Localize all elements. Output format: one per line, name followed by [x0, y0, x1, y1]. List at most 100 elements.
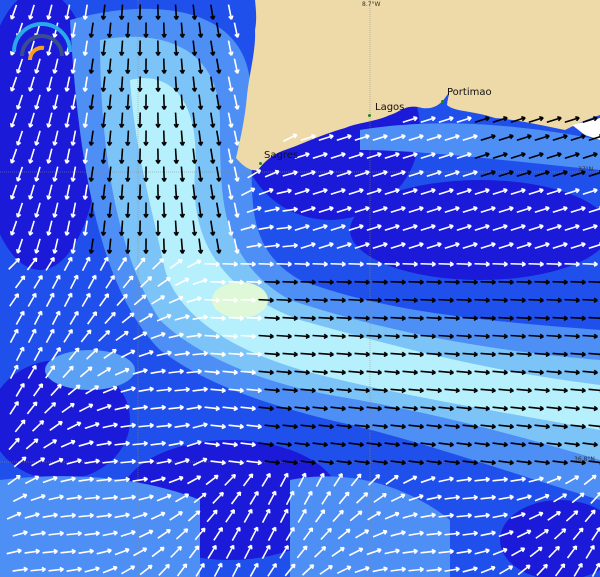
wave-arrow — [348, 298, 364, 302]
wave-arrow-head — [70, 249, 76, 254]
wave-arrow — [71, 22, 77, 38]
wave-arrow — [267, 490, 277, 506]
wave-arrow-head — [19, 346, 25, 352]
wave-arrow — [60, 477, 76, 483]
wave-arrow-head — [209, 123, 216, 128]
wave-arrow — [240, 334, 256, 338]
wave-arrow — [528, 225, 544, 231]
wave-arrow — [10, 184, 18, 200]
wave-arrow-head — [557, 224, 562, 230]
wave-arrow — [84, 496, 100, 500]
wave-arrow-head — [321, 546, 327, 551]
wave-arrow-head — [13, 364, 19, 370]
wave-arrow-head — [347, 170, 352, 176]
wave-arrow — [390, 171, 406, 177]
wave-arrow-head — [265, 544, 271, 550]
wave-arrow-head — [485, 405, 490, 412]
wave-arrow — [318, 171, 334, 177]
wave-arrow-head — [341, 369, 346, 376]
wave-arrow — [42, 513, 58, 519]
wave-arrow-head — [221, 279, 226, 285]
wave-arrow — [84, 4, 88, 20]
wave-arrow-head — [509, 387, 514, 394]
wave-arrow — [588, 207, 600, 213]
wave-arrow — [355, 529, 369, 539]
wave-arrow-head — [236, 491, 242, 497]
wave-arrow — [108, 130, 112, 146]
wave-arrow — [48, 532, 64, 536]
wave-arrow-head — [234, 177, 240, 182]
wave-arrow-head — [269, 224, 274, 230]
wave-arrow — [294, 370, 310, 374]
wave-arrow — [336, 171, 352, 177]
wave-arrow-head — [359, 297, 364, 303]
wave-arrow — [516, 495, 532, 501]
wave-arrow-head — [215, 441, 220, 448]
wave-arrow — [516, 171, 532, 177]
wave-arrow — [402, 442, 418, 446]
wave-arrow-head — [556, 511, 561, 516]
wave-arrow — [588, 424, 600, 428]
wave-arrow — [384, 298, 400, 302]
wave-arrow-head — [359, 369, 364, 376]
wave-arrow-head — [203, 314, 208, 320]
wave-arrow — [564, 442, 580, 446]
wave-arrow-head — [449, 188, 454, 194]
wave-arrow-head — [161, 368, 166, 374]
wave-arrow-head — [77, 530, 82, 537]
wave-arrow — [78, 478, 94, 482]
place-label-lagos[interactable]: Lagos — [375, 102, 405, 113]
wave-arrow-head — [58, 457, 64, 463]
wave-arrow-head — [473, 242, 478, 248]
wave-arrow — [402, 298, 418, 302]
wave-arrow-head — [377, 224, 382, 230]
wave-arrow — [444, 532, 460, 536]
wave-arrow — [480, 531, 496, 537]
wave-arrow-head — [539, 152, 544, 158]
wave-arrow-head — [14, 437, 20, 443]
wave-arrow-head — [365, 242, 370, 248]
wave-arrow-head — [148, 529, 154, 535]
place-label-sagres[interactable]: Sagres — [264, 150, 299, 161]
wave-arrow-head — [311, 351, 316, 358]
wave-arrow — [65, 4, 71, 20]
wave-arrow-head — [20, 275, 26, 281]
wave-arrow-head — [347, 387, 352, 394]
lagos-marker — [368, 114, 371, 117]
wave-arrow-head — [491, 387, 496, 394]
wave-arrow-head — [233, 297, 238, 303]
wave-arrow — [384, 549, 400, 555]
wave-arrow — [492, 153, 508, 159]
wave-arrow — [84, 148, 88, 164]
wave-arrow-head — [275, 423, 280, 430]
wave-arrow — [372, 316, 388, 320]
wave-arrow — [174, 277, 190, 287]
wave-arrow — [168, 476, 184, 484]
wave-arrow — [462, 460, 478, 464]
wave-arrow — [498, 388, 514, 392]
wave-arrow — [192, 278, 208, 286]
wave-arrow — [65, 76, 71, 92]
wave-arrow-head — [67, 256, 73, 262]
wave-arrow — [102, 423, 118, 429]
wave-arrow — [67, 384, 81, 396]
wave-arrow-head — [178, 295, 184, 301]
wave-arrow-head — [419, 315, 424, 322]
wave-arrow-head — [166, 529, 171, 534]
wave-arrow-head — [191, 51, 198, 56]
place-label-portimao[interactable]: Portimao — [447, 87, 492, 98]
wave-arrow-head — [377, 188, 382, 194]
wave-arrow-head — [41, 530, 46, 536]
wave-arrow-head — [473, 206, 478, 212]
wave-arrow-head — [525, 564, 531, 570]
wave-arrow-head — [106, 141, 113, 146]
wave-arrow — [390, 207, 406, 213]
wave-arrow-head — [491, 279, 496, 285]
wave-arrow — [474, 189, 490, 195]
wave-arrow-head — [577, 562, 583, 568]
wave-arrow-head — [302, 545, 308, 551]
wave-arrow — [84, 184, 88, 200]
wave-arrow — [120, 349, 136, 359]
wave-arrow — [276, 226, 292, 230]
